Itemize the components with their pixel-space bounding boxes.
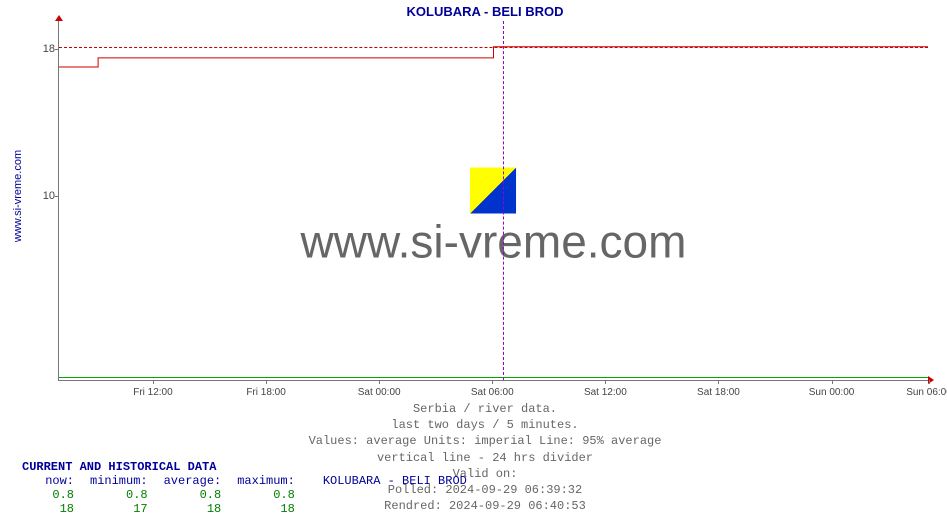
x-tick-mark <box>718 380 719 384</box>
x-tick-label: Sat 00:00 <box>358 387 401 398</box>
stats-row: 18 17 18 18 <box>22 502 475 516</box>
x-tick-mark <box>379 380 380 384</box>
x-tick-mark <box>266 380 267 384</box>
x-tick-label: Sat 18:00 <box>697 387 740 398</box>
stats-cell: 0.8 <box>229 488 303 502</box>
x-tick-mark <box>832 380 833 384</box>
y-tick-label: 18 <box>33 43 55 55</box>
stats-row: 0.8 0.8 0.8 0.8 <box>22 488 475 502</box>
side-website-label: www.si-vreme.com <box>12 150 24 242</box>
x-tick-mark <box>605 380 606 384</box>
x-tick-label: Sat 12:00 <box>584 387 627 398</box>
stats-block: CURRENT AND HISTORICAL DATA now: minimum… <box>22 460 475 516</box>
stats-cell: 17 <box>82 502 156 516</box>
x-tick-label: Sun 06:00 <box>906 387 947 398</box>
plot-area: www.si-vreme.com 1018Fri 12:00Fri 18:00S… <box>58 21 928 381</box>
stats-label-row: now: minimum: average: maximum: KOLUBARA… <box>22 474 475 488</box>
stats-col-avg: average: <box>156 474 230 488</box>
stats-cell: 18 <box>156 502 230 516</box>
x-tick-label: Fri 18:00 <box>246 387 285 398</box>
x-tick-label: Sat 06:00 <box>471 387 514 398</box>
stats-cell: 0.8 <box>156 488 230 502</box>
stats-col-min: minimum: <box>82 474 156 488</box>
x-tick-mark <box>929 380 930 384</box>
y-tick-label: 10 <box>33 190 55 202</box>
meta-line: last two days / 5 minutes. <box>30 417 940 433</box>
stats-cell: 18 <box>229 502 303 516</box>
x-tick-mark <box>153 380 154 384</box>
x-tick-mark <box>492 380 493 384</box>
series-line <box>59 21 928 380</box>
meta-line: Serbia / river data. <box>30 401 940 417</box>
chart-title: KOLUBARA - BELI BROD <box>30 0 940 21</box>
stats-col-max: maximum: <box>229 474 303 488</box>
stats-cell: 18 <box>22 502 82 516</box>
stats-table: now: minimum: average: maximum: KOLUBARA… <box>22 474 475 516</box>
meta-line: Values: average Units: imperial Line: 95… <box>30 433 940 449</box>
stats-series-label: KOLUBARA - BELI BROD <box>303 474 475 488</box>
x-tick-label: Fri 12:00 <box>133 387 172 398</box>
stats-cell: 0.8 <box>82 488 156 502</box>
stats-header: CURRENT AND HISTORICAL DATA <box>22 460 475 474</box>
x-tick-label: Sun 00:00 <box>809 387 855 398</box>
chart-container: KOLUBARA - BELI BROD www.si-vreme.com 10… <box>30 0 940 514</box>
stats-cell: 0.8 <box>22 488 82 502</box>
stats-col-now: now: <box>22 474 82 488</box>
